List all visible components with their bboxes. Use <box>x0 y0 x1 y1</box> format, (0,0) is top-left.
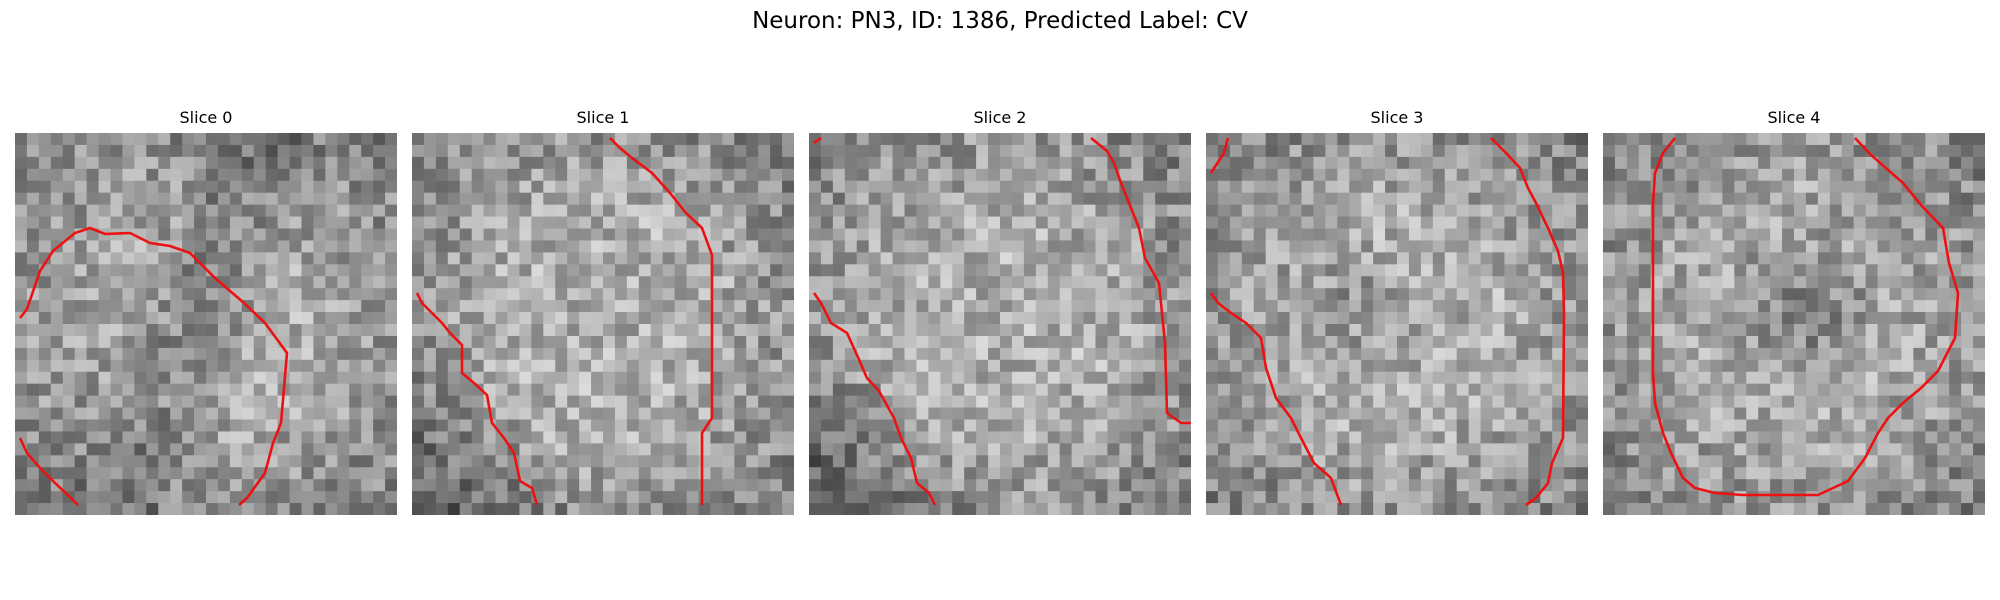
slice-panel-4: Slice 4 <box>1603 108 1985 520</box>
contour-line <box>812 292 937 506</box>
contour-line <box>609 137 714 505</box>
slice-panel-3: Slice 3 <box>1206 108 1588 520</box>
slice-panel-2: Slice 2 <box>809 108 1191 520</box>
contour-line <box>1090 136 1191 425</box>
contour-line <box>1651 137 1960 497</box>
slice-title: Slice 1 <box>576 108 630 127</box>
contour-line <box>18 437 79 506</box>
figure-title: Neuron: PN3, ID: 1386, Predicted Label: … <box>752 8 1248 34</box>
contour-line <box>1209 137 1230 174</box>
slice-image <box>1206 133 1588 515</box>
slice-image <box>15 133 397 515</box>
contour-line <box>415 292 539 506</box>
contour-line <box>1209 292 1343 506</box>
slice-panel-1: Slice 1 <box>412 108 794 520</box>
slice-title: Slice 4 <box>1767 108 1821 127</box>
contour-line <box>813 136 822 145</box>
slice-panel-0: Slice 0 <box>15 108 397 520</box>
slice-image <box>809 133 1191 515</box>
slice-title: Slice 0 <box>179 108 233 127</box>
slice-image <box>1603 133 1985 515</box>
slice-title: Slice 3 <box>1370 108 1424 127</box>
contour-line <box>18 226 289 506</box>
slice-title: Slice 2 <box>973 108 1027 127</box>
slice-image <box>412 133 794 515</box>
contour-line <box>1490 137 1566 507</box>
